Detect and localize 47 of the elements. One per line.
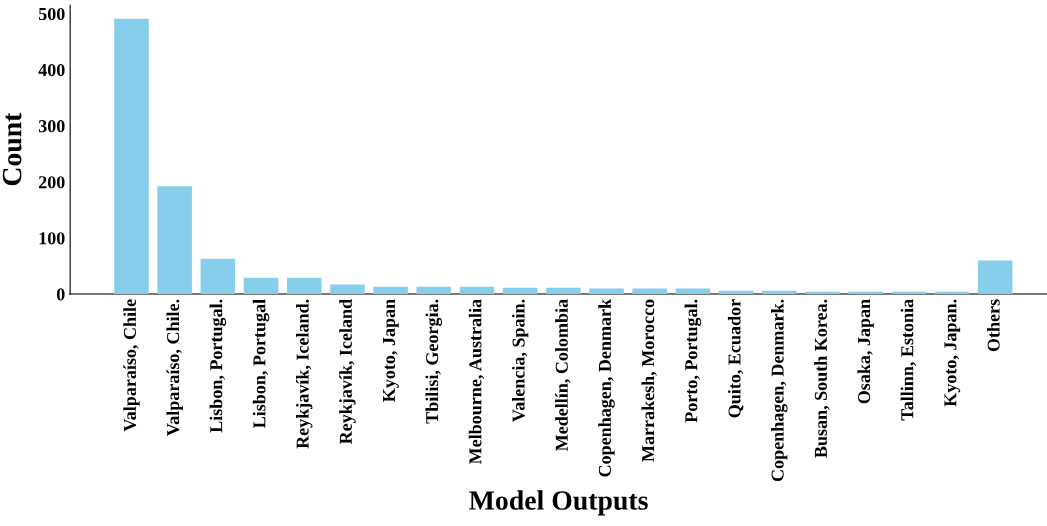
y-tick-label: 100	[39, 232, 65, 245]
bar	[286, 277, 322, 295]
bar	[243, 277, 279, 295]
y-tick-label: 500	[38, 7, 65, 21]
x-tick-label: Kyoto, Japan	[383, 299, 399, 402]
x-tick-label: Valparaíso, Chile	[123, 299, 140, 432]
bar	[459, 286, 495, 295]
x-tick-label: Lisbon, Portugal.	[209, 299, 227, 433]
x-tick-label: Tbilisi, Georgia.	[425, 299, 443, 424]
bar	[373, 286, 408, 295]
y-tick-label: 0	[56, 288, 65, 301]
bar	[546, 287, 581, 295]
bar	[114, 18, 149, 295]
x-tick-label: Copenhagen, Denmark	[598, 298, 615, 477]
x-tick-label: Marrakesh, Morocco	[641, 299, 657, 462]
x-axis-title: Model Outputs	[469, 490, 648, 516]
x-tick-label: Lisbon, Portugal	[252, 299, 270, 429]
y-tick-label: 300	[38, 120, 65, 133]
x-tick-label: Osaka, Japan	[857, 299, 874, 404]
x-tick-label: Tallinn, Estonia	[900, 299, 916, 421]
bar	[589, 288, 624, 295]
x-tick-label: Porto, Portugal.	[684, 299, 702, 423]
x-tick-label: Kyoto, Japan.	[944, 299, 961, 407]
x-tick-label: Melbourne, Australia	[468, 299, 485, 465]
x-tick-label: Copenhagen, Denmark.	[770, 299, 788, 482]
bar	[977, 260, 1013, 295]
bar	[632, 288, 667, 295]
bar	[200, 258, 236, 295]
bar	[848, 291, 883, 295]
x-tick-label: Others	[986, 299, 1000, 352]
bar	[675, 288, 711, 295]
x-tick-label: Busan, South Korea.	[814, 299, 830, 458]
y-tick-label: 400	[38, 64, 65, 77]
bar	[416, 286, 452, 295]
bar	[502, 287, 538, 295]
bar	[157, 186, 192, 295]
x-tick-label: Reykjavík, Iceland.	[295, 299, 313, 449]
x-tick-label: Valencia, Spain.	[511, 299, 529, 422]
bar	[330, 284, 365, 295]
y-tick-label: 200	[38, 176, 65, 189]
bar	[761, 290, 797, 295]
bar	[805, 291, 840, 295]
x-tick-label: Valparaíso, Chile.	[166, 299, 183, 436]
y-axis-title: Count	[2, 112, 22, 186]
x-tick-label: Reykjavík, Iceland	[339, 299, 356, 445]
x-tick-label: Quito, Ecuador	[727, 299, 744, 418]
x-tick-label: Medellín, Colombia	[555, 299, 571, 452]
